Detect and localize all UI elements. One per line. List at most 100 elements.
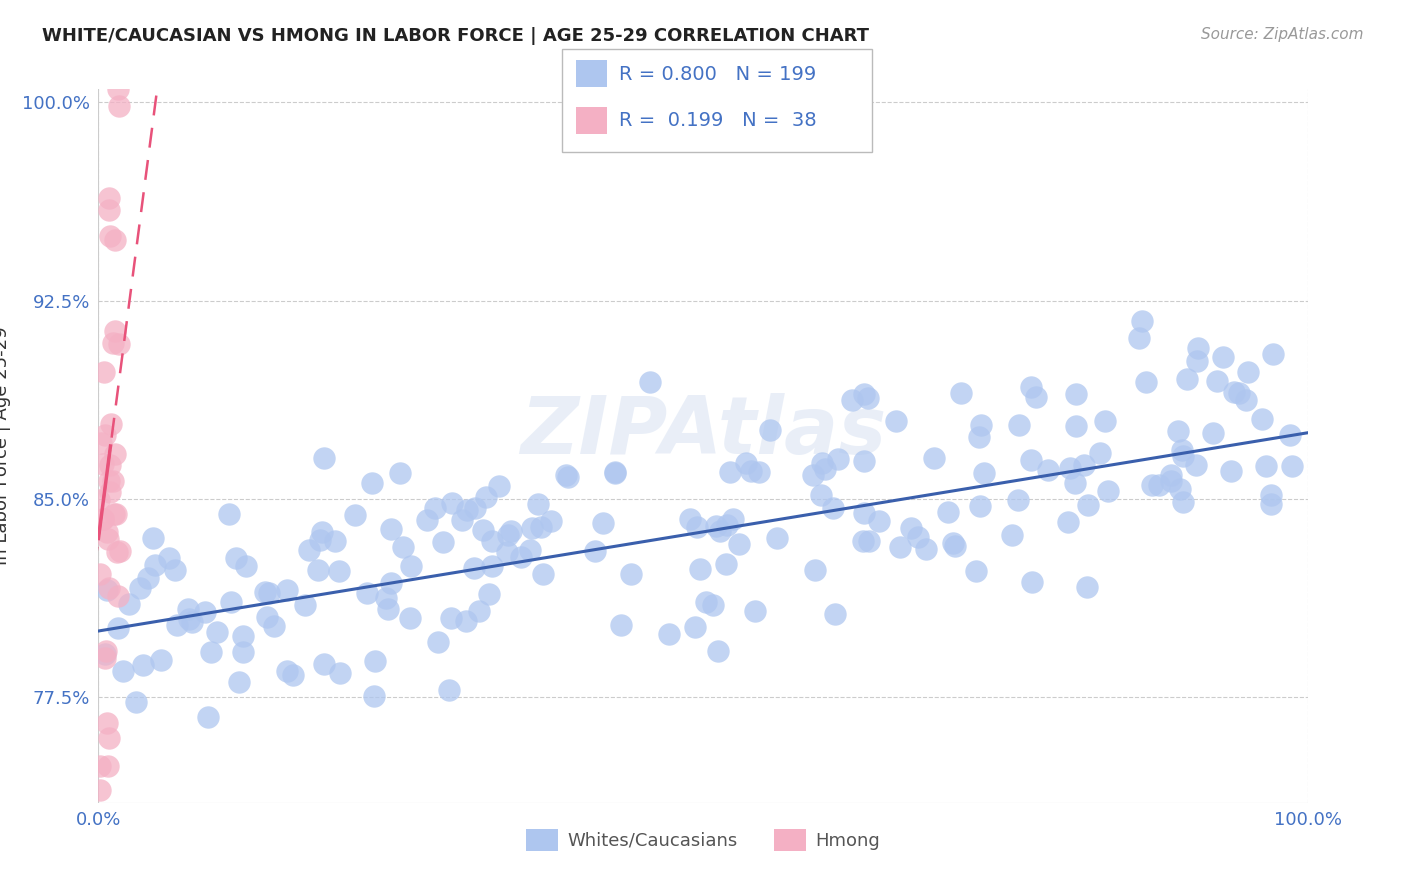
Point — [437, 682, 460, 697]
Point — [129, 581, 152, 595]
Point — [232, 645, 254, 659]
Point — [142, 532, 165, 546]
Point — [399, 611, 422, 625]
Point — [93, 512, 115, 526]
Point — [91, 512, 114, 526]
Point — [97, 731, 120, 745]
Point — [530, 520, 553, 534]
Point — [143, 558, 166, 572]
Point — [467, 604, 489, 618]
Point — [679, 512, 702, 526]
Point — [766, 531, 789, 545]
Point — [1227, 385, 1250, 400]
Point — [1175, 371, 1198, 385]
Point — [1251, 412, 1274, 426]
Point — [456, 614, 478, 628]
Point — [225, 550, 247, 565]
Point — [1167, 424, 1189, 438]
Point — [721, 511, 744, 525]
Point — [200, 645, 222, 659]
Point — [827, 451, 849, 466]
Point — [620, 566, 643, 581]
Point — [852, 453, 875, 467]
Point — [1128, 331, 1150, 345]
Point — [1149, 478, 1171, 492]
Point — [103, 335, 125, 350]
Point — [658, 627, 681, 641]
Point — [96, 582, 118, 597]
Point — [1237, 365, 1260, 379]
Point — [105, 544, 128, 558]
Point — [1063, 475, 1085, 490]
Point — [853, 387, 876, 401]
Point — [276, 664, 298, 678]
Point — [311, 525, 333, 540]
Point — [498, 528, 520, 542]
Point — [943, 539, 966, 553]
Point — [695, 595, 717, 609]
Point — [427, 635, 450, 649]
Point — [922, 451, 945, 466]
Point — [1173, 449, 1195, 463]
Point — [344, 508, 367, 523]
Point — [1001, 528, 1024, 542]
Point — [91, 457, 114, 471]
Point — [841, 393, 863, 408]
Point — [1019, 452, 1042, 467]
Point — [283, 667, 305, 681]
Point — [325, 534, 347, 549]
Point — [401, 559, 423, 574]
Point — [938, 505, 960, 519]
Point — [689, 562, 711, 576]
Point — [495, 545, 517, 559]
Point — [96, 716, 118, 731]
Point — [451, 513, 474, 527]
Point — [294, 598, 316, 612]
Point — [1073, 458, 1095, 472]
Point — [93, 365, 115, 379]
Point — [112, 664, 135, 678]
Point — [685, 620, 707, 634]
Point — [1263, 347, 1285, 361]
Point — [609, 618, 631, 632]
Point — [907, 530, 929, 544]
Point — [312, 657, 335, 671]
Point — [1279, 428, 1302, 442]
Point — [1021, 574, 1043, 589]
Point — [720, 466, 742, 480]
Point — [93, 427, 115, 442]
Point — [1171, 442, 1194, 457]
Point — [1135, 376, 1157, 390]
Point — [309, 533, 332, 547]
Point — [1094, 414, 1116, 428]
Point — [253, 585, 276, 599]
Point — [232, 628, 254, 642]
Point — [702, 598, 724, 612]
Point — [96, 525, 118, 540]
Point — [98, 202, 121, 217]
Point — [1212, 350, 1234, 364]
Point — [205, 624, 228, 639]
Point — [1059, 461, 1081, 475]
Point — [555, 468, 578, 483]
Point — [104, 507, 127, 521]
Point — [107, 98, 129, 112]
Point — [132, 658, 155, 673]
Point — [463, 561, 485, 575]
Point — [307, 563, 329, 577]
Point — [1234, 392, 1257, 407]
Point — [221, 595, 243, 609]
Point — [194, 605, 217, 619]
Point — [744, 604, 766, 618]
Point — [810, 488, 832, 502]
Point — [811, 456, 834, 470]
Text: R =  0.199   N =  38: R = 0.199 N = 38 — [619, 112, 817, 130]
Point — [740, 464, 762, 478]
Point — [868, 514, 890, 528]
Point — [98, 475, 121, 489]
Point — [107, 82, 129, 96]
Point — [125, 695, 148, 709]
Point — [603, 465, 626, 479]
Point — [1281, 459, 1303, 474]
Point — [257, 586, 280, 600]
